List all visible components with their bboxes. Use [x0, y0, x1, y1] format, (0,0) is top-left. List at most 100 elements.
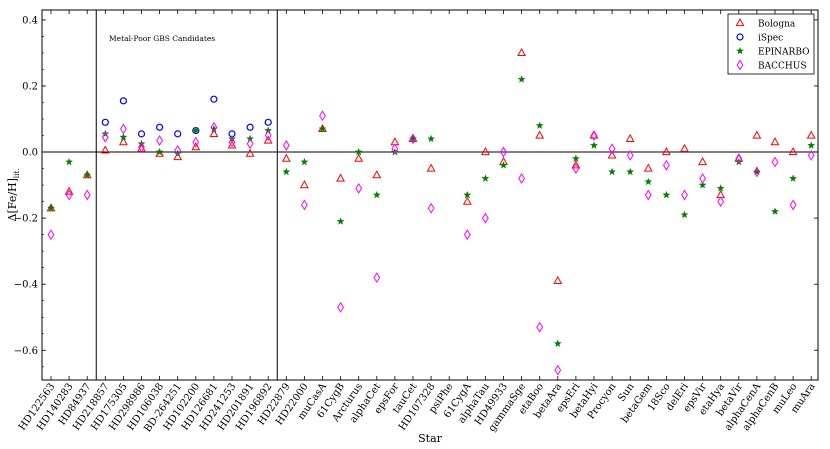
bacchus-point	[590, 130, 598, 141]
epinarbo-point	[191, 126, 200, 134]
legend-marker-bologna	[735, 17, 745, 27]
epinarbo-point	[716, 184, 725, 192]
bologna-point	[354, 153, 364, 162]
epinarbo-point	[680, 210, 689, 219]
bologna-point	[553, 275, 563, 284]
bacchus-point	[373, 272, 381, 284]
bacchus-point	[427, 202, 435, 214]
bacchus-point	[663, 159, 670, 171]
epinarbo-point	[155, 147, 164, 156]
x-axis-label: Star	[418, 432, 443, 445]
bacchus-point	[192, 136, 200, 148]
bacchus-point	[101, 131, 109, 143]
ispec-point	[101, 118, 109, 126]
bologna-point	[698, 156, 708, 166]
bacchus-point	[500, 146, 507, 158]
bacchus-point	[771, 156, 779, 168]
epinarbo-point	[608, 167, 617, 176]
bologna-point	[535, 130, 545, 139]
bologna-point	[209, 128, 219, 137]
epinarbo-point	[336, 217, 345, 225]
y-axis-label: Δ[Fe/H]lit.	[6, 169, 21, 222]
bologna-point	[480, 147, 490, 156]
bacchus-point	[355, 182, 363, 194]
bacchus-point	[47, 229, 55, 241]
bologna-point	[372, 170, 382, 179]
bologna-point	[245, 148, 255, 157]
legend: Bologna iSpec EPINARBO BACCHUS	[727, 13, 815, 75]
ispec-point	[264, 118, 272, 126]
bologna-point	[263, 135, 273, 144]
annotation-label: Metal-Poor GBS Candidates	[109, 34, 215, 43]
epinarbo-point	[282, 167, 291, 176]
epinarbo-point	[463, 190, 472, 199]
legend-label-ispec: iSpec	[758, 34, 783, 44]
epinarbo-point	[300, 157, 309, 166]
y-axis-label-main: Δ[Fe/H]	[6, 178, 19, 221]
bacchus-point	[626, 149, 634, 161]
bacchus-point	[319, 110, 326, 122]
epinarbo-point	[119, 133, 128, 141]
bacchus-point	[753, 166, 761, 178]
epinarbo-point	[83, 171, 92, 179]
epinarbo-point	[427, 134, 436, 143]
bologna-point	[607, 150, 617, 159]
bacchus-point	[210, 121, 218, 133]
ispec-point	[156, 123, 164, 131]
bologna-point	[118, 137, 128, 146]
bologna-point	[643, 163, 653, 172]
bacchus-point	[65, 189, 73, 201]
bacchus-point	[699, 173, 706, 184]
legend-marker-ispec	[736, 33, 744, 41]
bacchus-point	[120, 123, 127, 135]
bologna-point	[462, 196, 472, 205]
bacchus-point	[518, 173, 525, 184]
bacchus-point	[536, 321, 544, 333]
bologna-point	[227, 140, 237, 149]
epinarbo-point	[481, 174, 490, 182]
reference-lines	[42, 10, 818, 380]
epinarbo-point	[372, 190, 381, 199]
epinarbo-point	[535, 121, 544, 130]
bacchus-point	[608, 143, 616, 155]
y-tick-label: 0.0	[22, 148, 38, 159]
bologna-point	[426, 163, 436, 172]
ispec-point	[174, 130, 182, 138]
bacchus-point	[337, 301, 344, 313]
bologna-point	[661, 147, 671, 156]
epinarbo-point	[318, 124, 327, 133]
bacchus-point	[463, 229, 471, 241]
bologna-point	[336, 173, 346, 182]
legend-label-bacchus: BACCHUS	[758, 62, 807, 72]
bacchus-point	[409, 133, 417, 145]
bacchus-point	[156, 135, 163, 146]
epinarbo-point	[47, 204, 55, 212]
bologna-point	[625, 133, 635, 142]
bacchus-point	[644, 189, 652, 201]
epinarbo-point	[571, 154, 580, 163]
bacchus-point	[138, 141, 145, 153]
bologna-point	[64, 186, 74, 195]
epinarbo-point	[590, 141, 598, 149]
bacchus-point	[264, 130, 272, 141]
ispec-point	[210, 95, 218, 103]
y-tick-label: 0.2	[22, 81, 38, 92]
epinarbo-point	[354, 147, 363, 156]
bacchus-point	[246, 138, 254, 150]
bacchus-point	[301, 199, 308, 211]
epinarbo-point	[789, 174, 798, 182]
ispec-point	[137, 130, 146, 138]
y-tick-label: −0.6	[14, 346, 38, 357]
epinarbo-point	[65, 157, 74, 166]
bologna-point	[100, 145, 110, 154]
y-axis-label-subscript: lit.	[13, 169, 21, 179]
legend-marker-epinarbo	[736, 46, 744, 55]
bologna-point	[806, 130, 816, 139]
bologna-point	[191, 142, 201, 151]
ispec-point	[246, 123, 254, 131]
epinarbo-point	[662, 190, 671, 199]
legend-marker-bacchus	[736, 59, 744, 71]
epinarbo-point	[626, 167, 635, 176]
epinarbo-point	[499, 161, 508, 169]
